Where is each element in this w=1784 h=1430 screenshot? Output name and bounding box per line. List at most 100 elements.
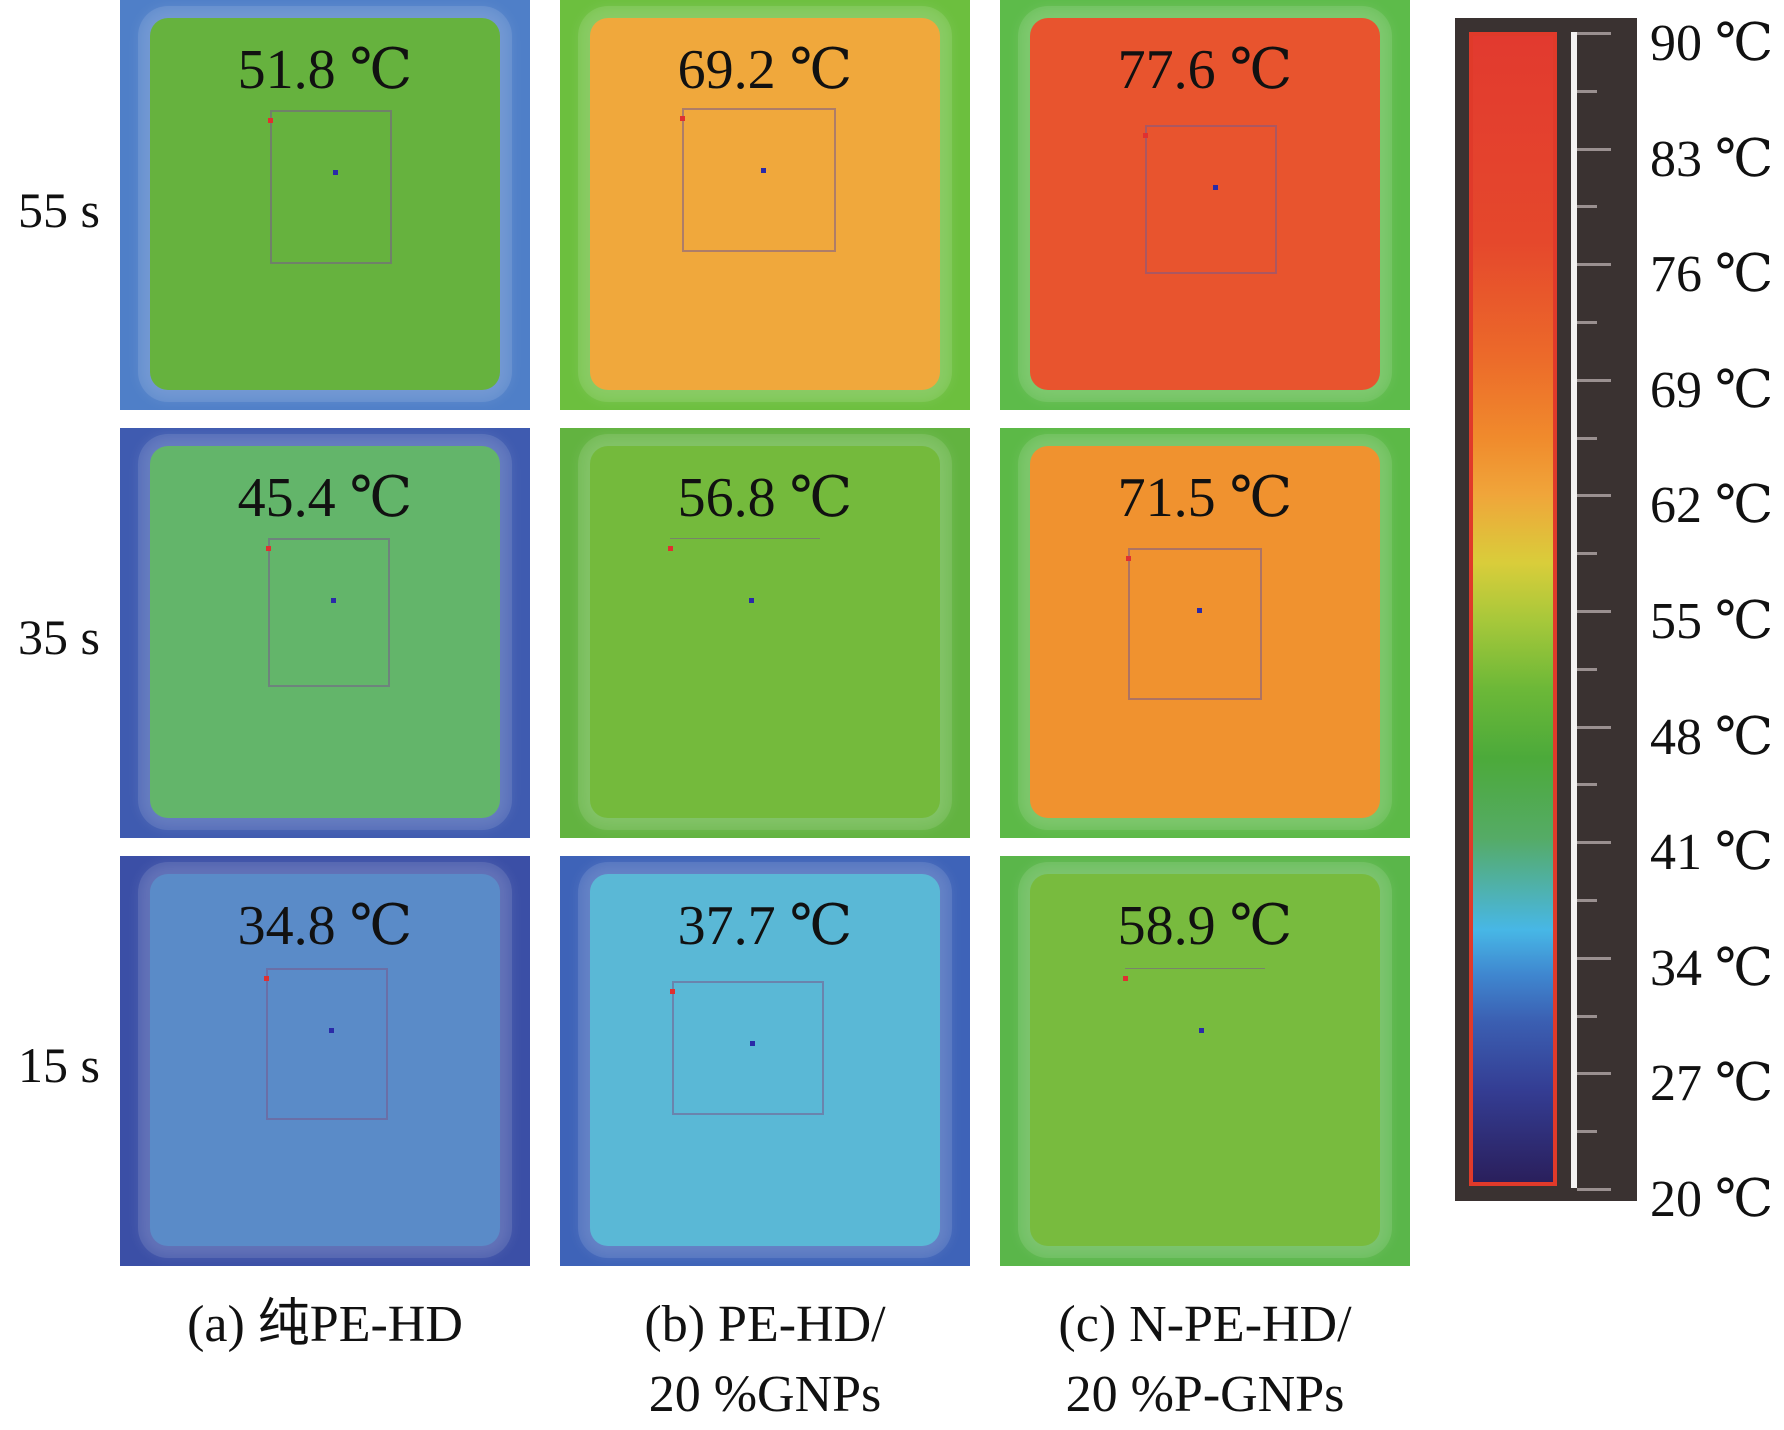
scale-label: 69 ℃ [1650,362,1774,419]
heated-sample [1030,446,1380,818]
scale-tick [1577,379,1611,382]
scale-tick [1577,1130,1597,1133]
scale-label: 34 ℃ [1650,940,1774,997]
hot-spot-marker [670,989,675,994]
scale-tick [1577,783,1597,786]
scale-label: 62 ℃ [1650,477,1774,534]
scale-label: 20 ℃ [1650,1171,1774,1228]
scale-tick [1577,841,1611,844]
scale-label: 90 ℃ [1650,15,1774,72]
thermal-panel-r3-c1: 34.8 ℃ [120,856,530,1266]
row-label-35s: 35 s [18,609,100,665]
heated-sample [150,446,500,818]
hot-spot-marker [1143,133,1148,138]
thermal-panel-r3-c2: 37.7 ℃ [560,856,970,1266]
scale-tick [1577,552,1597,555]
row-label-15s: 15 s [18,1037,100,1093]
scale-label: 83 ℃ [1650,131,1774,188]
scale-label: 48 ℃ [1650,709,1774,766]
cold-spot-marker [333,170,338,175]
caption-a-line1: (a) 纯PE-HD [187,1296,463,1353]
hot-spot-marker [668,546,673,551]
thermal-panel-r3-c3: 58.9 ℃ [1000,856,1410,1266]
scale-tick [1577,1072,1611,1075]
cold-spot-marker [1199,1028,1204,1033]
scale-label: 55 ℃ [1650,593,1774,650]
thermal-panel-r1-c2: 69.2 ℃ [560,0,970,410]
scale-tick [1577,668,1597,671]
color-scale-bar [1455,18,1637,1201]
heated-sample [150,874,500,1246]
thermal-panel-r2-c3: 71.5 ℃ [1000,428,1410,838]
cold-spot-marker [749,598,754,603]
measurement-box [1145,125,1277,274]
scale-label: 41 ℃ [1650,824,1774,881]
heated-sample [1030,874,1380,1246]
scale-tick [1577,263,1611,266]
max-temperature-label: 45.4 ℃ [237,467,413,529]
scale-tick [1577,321,1597,324]
hot-spot-marker [266,546,271,551]
scale-tick [1577,148,1611,151]
caption-c-line1: (c) N-PE-HD/ [1058,1296,1352,1353]
cold-spot-marker [331,598,336,603]
row-label-55s: 55 s [18,182,100,238]
scale-label: 76 ℃ [1650,246,1774,303]
measurement-box [270,110,392,264]
heated-sample [590,18,940,390]
scale-tick [1577,726,1611,729]
measurement-box [682,108,836,252]
measurement-box [672,981,824,1115]
measurement-box [266,968,388,1120]
caption-c-line2: 20 %P-GNPs [1065,1366,1345,1423]
cold-spot-marker [761,168,766,173]
max-temperature-label: 34.8 ℃ [237,895,413,957]
max-temperature-label: 56.8 ℃ [677,467,853,529]
caption-b-line2: 20 %GNPs [648,1366,882,1423]
max-temperature-label: 71.5 ℃ [1117,467,1293,529]
hot-spot-marker [680,116,685,121]
hot-spot-marker [264,976,269,981]
measurement-box [1128,548,1262,700]
max-temperature-label: 77.6 ℃ [1117,39,1293,101]
measurement-box [670,538,820,541]
caption-b-line1: (b) PE-HD/ [644,1296,886,1353]
scale-tick [1577,494,1611,497]
scale-tick [1577,205,1597,208]
cold-spot-marker [750,1041,755,1046]
caption-a: (a) 纯PE-HD [120,1290,530,1360]
cold-spot-marker [329,1028,334,1033]
cold-spot-marker [1197,608,1202,613]
heated-sample [590,446,940,818]
scale-tick [1577,32,1611,35]
measurement-box [1125,968,1265,971]
scale-tick [1577,899,1597,902]
scale-tick [1577,610,1611,613]
scale-line [1571,32,1577,1188]
max-temperature-label: 69.2 ℃ [677,39,853,101]
color-gradient [1469,32,1557,1186]
hot-spot-marker [268,118,273,123]
thermal-panel-r1-c1: 51.8 ℃ [120,0,530,410]
max-temperature-label: 58.9 ℃ [1117,895,1293,957]
hot-spot-marker [1123,976,1128,981]
caption-c: (c) N-PE-HD/ 20 %P-GNPs [1000,1290,1410,1430]
heated-sample [150,18,500,390]
measurement-box [268,538,390,687]
scale-tick [1577,1188,1611,1191]
thermal-panel-r1-c3: 77.6 ℃ [1000,0,1410,410]
hot-spot-marker [1126,556,1131,561]
heated-sample [590,874,940,1246]
cold-spot-marker [1213,185,1218,190]
scale-label: 27 ℃ [1650,1055,1774,1112]
max-temperature-label: 51.8 ℃ [237,39,413,101]
heated-sample [1030,18,1380,390]
scale-tick [1577,957,1611,960]
thermal-panel-r2-c1: 45.4 ℃ [120,428,530,838]
thermal-panel-r2-c2: 56.8 ℃ [560,428,970,838]
scale-tick [1577,1015,1597,1018]
scale-tick [1577,437,1597,440]
max-temperature-label: 37.7 ℃ [677,895,853,957]
scale-tick [1577,90,1597,93]
caption-b: (b) PE-HD/ 20 %GNPs [560,1290,970,1430]
